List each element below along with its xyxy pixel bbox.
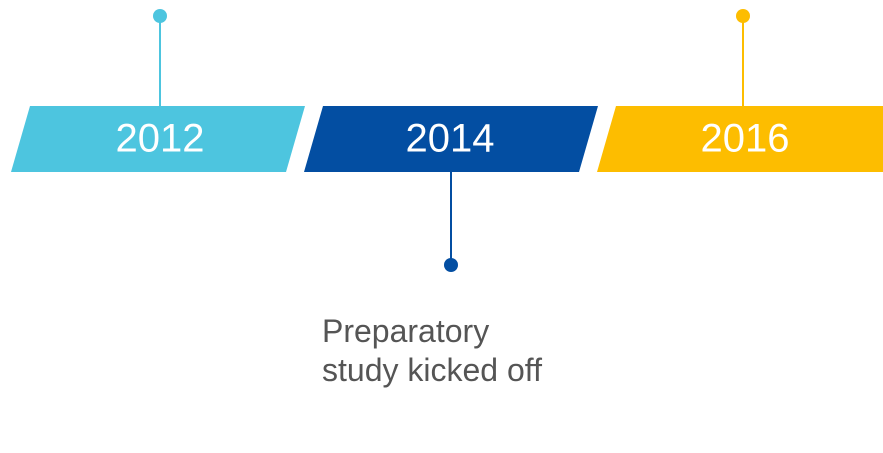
year-label: 2014: [406, 117, 495, 161]
segment: [11, 106, 305, 172]
segment: [304, 106, 598, 172]
milestone-description: Preparatory study kicked off: [322, 313, 542, 388]
dot: [736, 9, 750, 23]
segment: [597, 106, 883, 172]
dot: [444, 258, 458, 272]
year-label: 2016: [701, 117, 790, 161]
dot: [153, 9, 167, 23]
year-label: 2012: [116, 117, 205, 161]
